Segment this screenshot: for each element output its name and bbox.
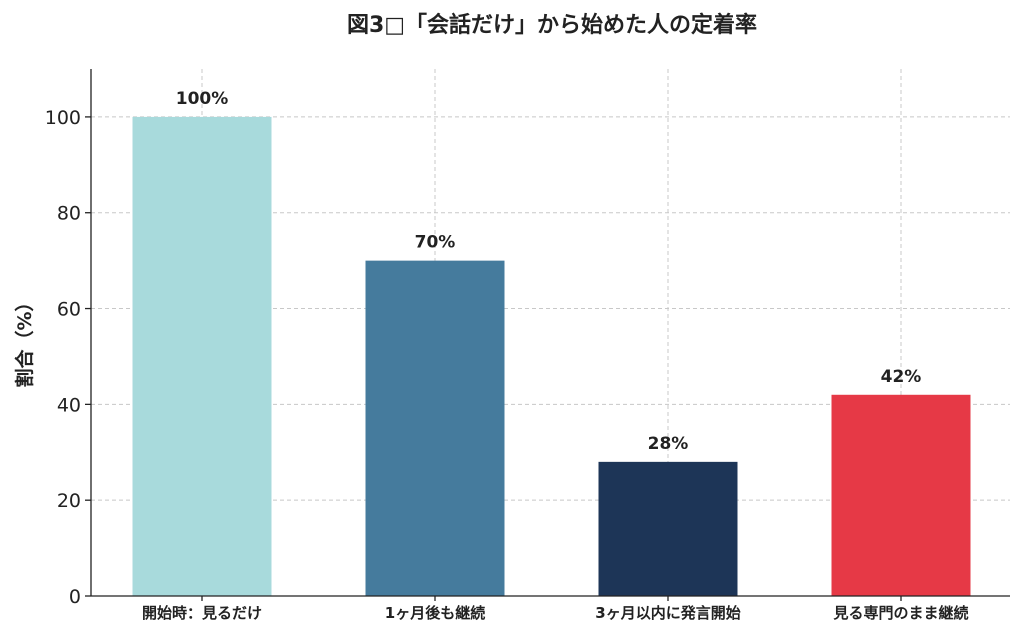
y-tick-label: 60 bbox=[57, 299, 81, 321]
bar bbox=[132, 116, 272, 596]
data-labels: 100% 70% 28% 42% bbox=[176, 89, 922, 454]
x-tick-label: 3ヶ月以内に発言開始 bbox=[595, 604, 740, 622]
y-tick-label: 40 bbox=[57, 394, 81, 416]
y-axis-label: 割合（%） bbox=[13, 292, 36, 387]
bars bbox=[132, 116, 971, 596]
data-label: 70% bbox=[415, 233, 456, 253]
y-ticks: 0 20 40 60 80 100 bbox=[45, 107, 91, 608]
x-tick-label: 開始時：見るだけ bbox=[142, 604, 262, 622]
x-tick-label: 見る専門のまま継続 bbox=[832, 604, 968, 622]
data-label: 100% bbox=[176, 89, 229, 109]
bar bbox=[365, 260, 505, 596]
y-tick-label: 0 bbox=[69, 586, 81, 608]
y-tick-label: 20 bbox=[57, 490, 81, 512]
x-tick-label: 1ヶ月後も継続 bbox=[385, 604, 485, 622]
bar bbox=[831, 394, 971, 596]
y-tick-label: 80 bbox=[57, 203, 81, 225]
chart-title: 図3□「会話だけ」から始めた人の定着率 bbox=[347, 12, 757, 38]
y-tick-label: 100 bbox=[45, 107, 81, 129]
data-label: 28% bbox=[648, 434, 689, 454]
data-label: 42% bbox=[881, 367, 922, 387]
bar bbox=[598, 461, 738, 596]
x-ticks: 開始時：見るだけ 1ヶ月後も継続 3ヶ月以内に発言開始 見る専門のまま継続 bbox=[142, 596, 969, 622]
axes bbox=[90, 69, 1010, 597]
